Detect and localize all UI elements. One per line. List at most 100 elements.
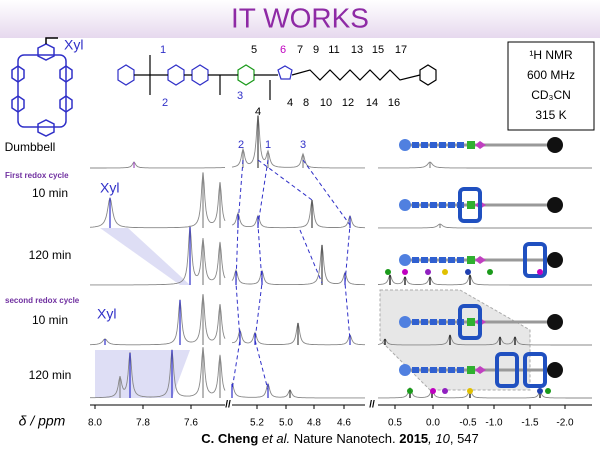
title-bar bbox=[0, 0, 600, 38]
citation: C. Cheng et al. Nature Nanotech. 2015, 1… bbox=[201, 431, 479, 446]
bead bbox=[421, 319, 428, 325]
bead bbox=[412, 142, 419, 148]
bead bbox=[448, 367, 455, 373]
citation-authors: C. Cheng bbox=[201, 431, 258, 446]
marker-dot bbox=[537, 269, 543, 275]
bead bbox=[430, 319, 437, 325]
ring bbox=[458, 187, 482, 223]
macrocycle-label: Xyl bbox=[64, 37, 83, 53]
bead bbox=[421, 367, 428, 373]
axis-break: // bbox=[225, 400, 231, 411]
dumbbell-label: Dumbbell bbox=[5, 140, 56, 154]
stopper bbox=[399, 254, 411, 266]
marker-dot bbox=[402, 269, 408, 275]
bead bbox=[412, 257, 419, 263]
ticks: 8.0 7.8 7.6 5.2 5.0 4.8 4.6 0.5 0.0 -0.5 -1.0 -1.5 -… bbox=[88, 405, 574, 429]
dumbbell-structure bbox=[117, 55, 437, 100]
structure-number: 15 bbox=[372, 44, 384, 56]
structure-number: 12 bbox=[342, 97, 354, 109]
row-label: 10 min bbox=[32, 313, 68, 327]
tick-label: 0.5 bbox=[388, 418, 402, 429]
peak-label: 2 bbox=[238, 139, 244, 151]
stopper bbox=[547, 137, 563, 153]
stopper bbox=[547, 252, 563, 268]
peak-label: 1 bbox=[265, 139, 271, 151]
cartoons bbox=[385, 137, 563, 394]
tick-label: 5.0 bbox=[279, 418, 293, 429]
structure-number: 13 bbox=[351, 44, 363, 56]
structure-number: 17 bbox=[395, 44, 407, 56]
axis-label: δ / ppm bbox=[19, 413, 66, 429]
bead bbox=[439, 367, 446, 373]
bead bbox=[430, 202, 437, 208]
spectrum bbox=[377, 333, 592, 346]
tick-label: -2.0 bbox=[556, 418, 574, 429]
xyl-label: Xyl bbox=[97, 306, 116, 322]
bead bbox=[475, 366, 486, 374]
stopper bbox=[547, 197, 563, 213]
bead bbox=[467, 318, 475, 326]
bead bbox=[448, 202, 455, 208]
spectrum bbox=[231, 199, 365, 229]
tick-label: 5.2 bbox=[250, 418, 264, 429]
title: IT WORKS bbox=[231, 2, 369, 33]
structure-number: 2 bbox=[162, 97, 168, 109]
spectrum bbox=[378, 273, 592, 286]
spectrum bbox=[231, 115, 365, 169]
structure-number: 7 bbox=[297, 44, 303, 56]
tick-label: 7.6 bbox=[184, 418, 198, 429]
bead bbox=[421, 142, 428, 148]
bead bbox=[475, 256, 486, 264]
marker-dot bbox=[442, 388, 448, 394]
structure-number: 1 bbox=[160, 44, 166, 56]
shade bbox=[95, 350, 190, 398]
tick-label: 0.0 bbox=[426, 418, 440, 429]
spectrum bbox=[90, 161, 226, 169]
stopper bbox=[399, 139, 411, 151]
ring bbox=[523, 242, 547, 278]
conditions-box bbox=[507, 41, 595, 131]
ring bbox=[523, 352, 547, 388]
shade bbox=[379, 289, 531, 391]
citation-year: 2015 bbox=[399, 431, 428, 446]
bead bbox=[412, 202, 419, 208]
marker-dot bbox=[385, 269, 391, 275]
condition: 315 K bbox=[535, 108, 566, 122]
row-label: 120 min bbox=[29, 368, 72, 382]
marker-dot bbox=[407, 388, 413, 394]
bead bbox=[430, 367, 437, 373]
bead bbox=[412, 367, 419, 373]
spectrum bbox=[231, 382, 365, 399]
bead bbox=[439, 202, 446, 208]
axis-break: // bbox=[369, 400, 375, 411]
peak-label: 4 bbox=[255, 106, 261, 118]
bead bbox=[457, 367, 464, 373]
spectra bbox=[89, 115, 592, 399]
xyl-label: Xyl bbox=[100, 180, 119, 196]
tick-label: -0.5 bbox=[459, 418, 477, 429]
bead bbox=[421, 257, 428, 263]
bead bbox=[430, 142, 437, 148]
bead bbox=[439, 257, 446, 263]
structure-number: 4 bbox=[287, 97, 293, 109]
ring bbox=[458, 304, 482, 340]
conditions: ¹H NMR 600 MHz CD₃CN 315 K bbox=[527, 48, 575, 122]
marker-dot bbox=[430, 388, 436, 394]
connectors bbox=[231, 159, 351, 391]
bead bbox=[467, 366, 475, 374]
shade bbox=[100, 228, 190, 285]
row-label: 10 min bbox=[32, 186, 68, 200]
bead bbox=[421, 202, 428, 208]
structure-number: 9 bbox=[313, 44, 319, 56]
stopper bbox=[399, 199, 411, 211]
bead bbox=[467, 256, 475, 264]
tick-label: 8.0 bbox=[88, 418, 102, 429]
bead bbox=[439, 319, 446, 325]
structure-number: 3 bbox=[237, 90, 243, 102]
bead bbox=[412, 319, 419, 325]
bead bbox=[439, 142, 446, 148]
condition: CD₃CN bbox=[531, 88, 571, 102]
ring bbox=[495, 352, 519, 388]
